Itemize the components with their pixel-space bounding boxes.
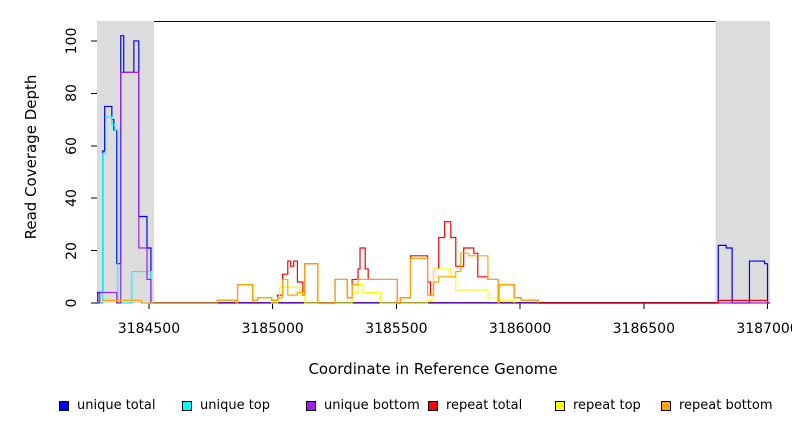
legend-item-repeat-total: repeat total <box>428 398 522 413</box>
x-tick-label: 3185500 <box>365 321 428 337</box>
series-unique-bottom <box>97 71 770 304</box>
y-axis-title: Read Coverage Depth <box>22 74 40 240</box>
series-repeat-total <box>215 221 769 304</box>
legend-item-repeat-bottom: repeat bottom <box>661 398 773 413</box>
legend-label: repeat total <box>446 398 523 413</box>
legend-swatch-icon <box>661 400 671 411</box>
legend-label: repeat bottom <box>679 398 773 413</box>
series-unique-top <box>97 116 152 304</box>
legend-item-unique-bottom: unique bottom <box>306 398 420 413</box>
plot-border <box>97 21 770 303</box>
y-tick-label: 0 <box>64 298 80 308</box>
legend-label: repeat top <box>573 398 641 413</box>
series-unique-total <box>97 35 770 304</box>
y-tick-label: 100 <box>64 27 80 55</box>
legend-swatch-icon <box>59 400 69 411</box>
y-tick-label: 20 <box>64 241 80 260</box>
x-tick-label: 3184500 <box>117 321 181 337</box>
x-tick-label: 3186500 <box>612 321 675 337</box>
legend-item-unique-top: unique top <box>182 398 270 413</box>
series-repeat-bottom <box>101 252 539 304</box>
legend-swatch-icon <box>428 400 438 411</box>
legend-swatch-icon <box>555 400 565 411</box>
legend-item-unique-total: unique total <box>59 398 155 413</box>
y-tick-label: 40 <box>64 189 80 208</box>
x-tick-label: 3185000 <box>241 321 304 337</box>
legend-label: unique top <box>200 398 271 413</box>
y-tick-label: 80 <box>64 84 80 103</box>
series-repeat-top <box>257 268 515 304</box>
legend-item-repeat-top: repeat top <box>555 398 641 413</box>
legend-label: unique total <box>77 398 156 413</box>
x-tick-label: 3186000 <box>488 321 552 337</box>
legend-swatch-icon <box>306 400 316 411</box>
x-axis-title: Coordinate in Reference Genome <box>308 360 558 378</box>
legend-label: unique bottom <box>324 398 420 413</box>
shaded-region <box>715 21 770 303</box>
legend-swatch-icon <box>182 400 192 411</box>
y-tick-label: 60 <box>64 136 80 155</box>
shaded-region <box>97 21 154 303</box>
